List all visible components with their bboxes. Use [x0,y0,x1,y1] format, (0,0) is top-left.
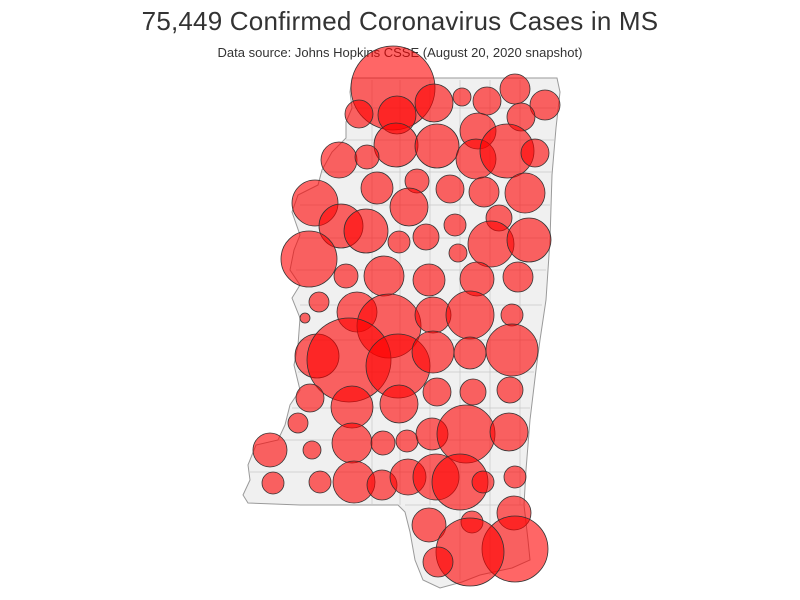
county-case-bubble [302,440,322,460]
county-case-bubble [468,176,500,208]
county-case-bubble [453,336,487,370]
county-case-bubble [503,465,527,489]
county-case-bubble [308,470,332,494]
county-case-bubble [452,87,472,107]
county-case-bubble [261,471,285,495]
county-case-bubble [412,223,440,251]
county-case-bubble [320,141,358,179]
map-title: 75,449 Confirmed Coronavirus Cases in MS [141,6,659,36]
county-case-bubble [363,255,405,297]
county-case-bubble [529,89,561,121]
county-case-bubble [472,86,502,116]
county-case-bubble [360,171,394,205]
case-bubbles [252,45,561,587]
county-case-bubble [280,230,338,288]
county-case-bubble [395,429,419,453]
county-case-bubble [308,291,330,313]
county-case-bubble [287,412,309,434]
county-case-bubble [331,422,373,464]
county-case-bubble [506,217,552,263]
county-case-bubble [379,384,419,424]
county-case-bubble [387,230,411,254]
county-case-bubble [373,122,419,168]
county-case-bubble [499,73,531,105]
county-case-bubble [485,323,539,377]
county-case-bubble [344,99,374,129]
county-case-bubble [496,376,524,404]
county-case-bubble [252,432,288,468]
county-case-bubble [414,83,454,123]
county-case-bubble [502,261,534,293]
county-case-bubble [500,303,524,327]
county-case-bubble [299,312,311,324]
county-case-bubble [504,172,546,214]
county-case-bubble [370,430,396,456]
county-case-bubble [412,263,446,297]
county-case-bubble [520,138,550,168]
county-case-bubble [443,213,467,237]
county-case-bubble [295,383,325,413]
county-case-bubble [354,144,380,170]
county-case-bubble [411,507,447,543]
county-case-bubble [411,330,455,374]
county-case-bubble [448,243,468,263]
county-case-bubble [489,412,529,452]
county-case-bubble [330,385,374,429]
county-case-bubble [445,290,495,340]
county-case-bubble [414,123,460,169]
county-case-bubble [459,378,487,406]
county-case-bubble [459,261,495,297]
county-case-bubble [422,546,454,578]
county-case-bubble [422,377,452,407]
county-case-bubble [389,187,429,227]
county-case-bubble [435,174,465,204]
county-case-bubble [471,470,495,494]
county-case-bubble [333,263,359,289]
county-case-bubble [343,208,389,254]
